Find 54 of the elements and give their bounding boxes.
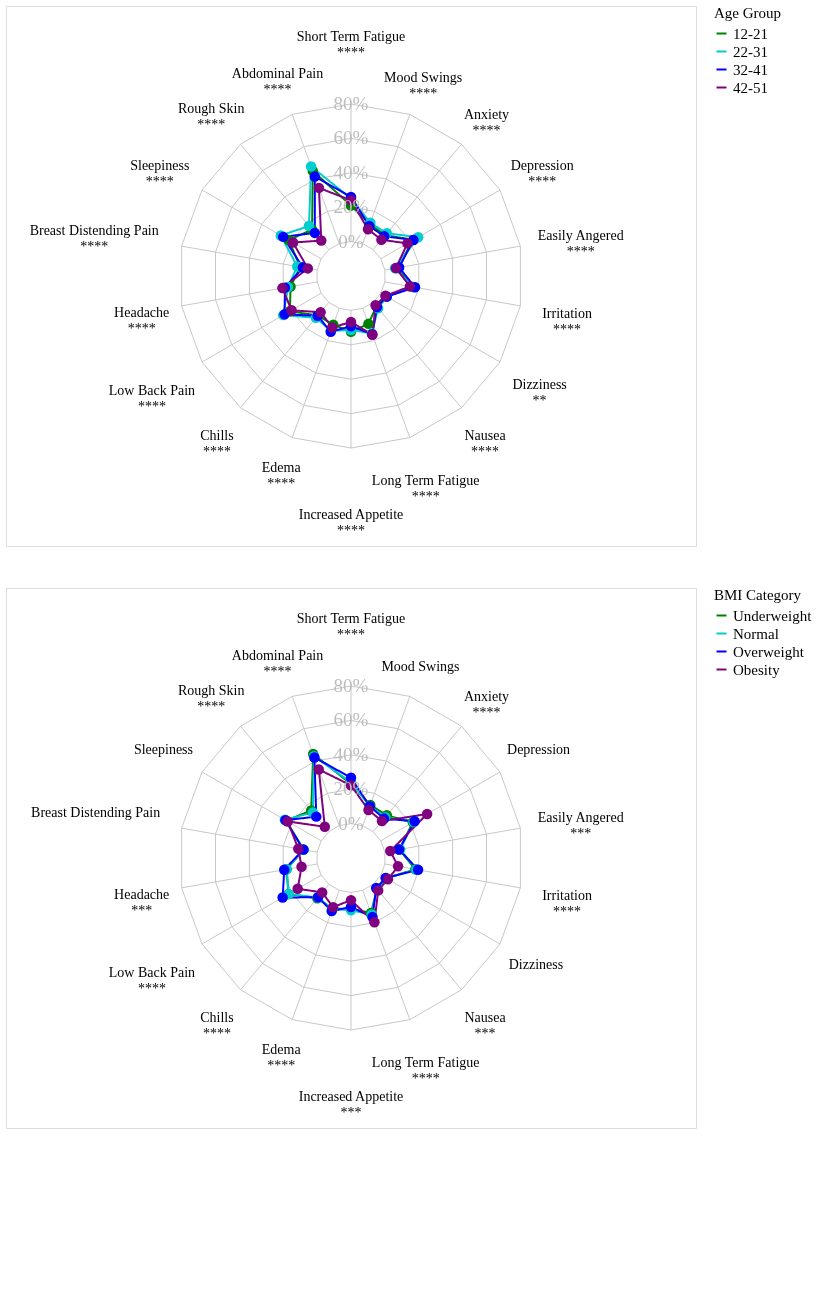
spoke-label: Low Back Pain **** xyxy=(108,382,196,414)
spoke-label: Abdominal Pain **** xyxy=(231,648,324,680)
spoke-label: Depression **** xyxy=(510,157,574,189)
spoke-label: Depression xyxy=(507,741,571,757)
spoke-label: Abdominal Pain **** xyxy=(231,66,324,98)
spoke-label: Chills **** xyxy=(200,427,234,459)
spoke-label: Sleepiness xyxy=(133,741,194,757)
legend-label: Underweight xyxy=(733,607,813,624)
legend-title: BMI Category xyxy=(714,587,802,603)
spoke-label: Edema **** xyxy=(261,459,302,491)
y-tick-label: 40% xyxy=(333,161,369,183)
spoke-label: Dizziness xyxy=(508,956,564,972)
spoke-label: Nausea *** xyxy=(464,1009,507,1041)
spoke-label: Nausea **** xyxy=(464,427,507,459)
spoke-label: Anxiety **** xyxy=(463,688,510,720)
y-tick-label: 60% xyxy=(333,127,369,149)
spoke-label: Increased Appetite **** xyxy=(298,507,404,538)
spoke-label: Chills **** xyxy=(200,1009,234,1041)
spoke-label: Sleepiness **** xyxy=(130,157,190,189)
legend-label: 12-21 xyxy=(733,25,768,42)
legend-label: 32-41 xyxy=(733,61,768,78)
spoke-label: Easily Angered **** xyxy=(537,227,624,259)
spoke-label: Increased Appetite *** xyxy=(298,1089,404,1120)
spoke-label: Breast Distending Pain **** xyxy=(29,222,159,254)
y-tick-label: 60% xyxy=(333,709,369,731)
spoke-label: Low Back Pain **** xyxy=(108,964,196,996)
y-tick-label: 80% xyxy=(333,93,369,114)
spoke-label: Breast Distending Pain xyxy=(31,804,161,820)
spoke-label: Long Term Fatigue **** xyxy=(371,473,480,505)
spoke-label: Short Term Fatigue **** xyxy=(296,611,406,642)
legend-label: 42-51 xyxy=(733,79,768,96)
spoke-label: Irritation **** xyxy=(542,888,592,920)
y-tick-label: 0% xyxy=(338,230,364,252)
y-tick-label: 0% xyxy=(338,812,364,834)
legend-label: Normal xyxy=(733,625,779,642)
spoke-label: Mood Swings **** xyxy=(384,69,463,101)
spoke-label: Mood Swings xyxy=(381,659,460,675)
spoke-label: Long Term Fatigue **** xyxy=(371,1055,480,1087)
spoke-label: Rough Skin **** xyxy=(177,683,245,715)
spoke-label: Headache **** xyxy=(114,304,170,336)
spoke-label: Rough Skin **** xyxy=(177,101,245,133)
spoke-label: Anxiety **** xyxy=(463,106,510,138)
spoke-label: Easily Angered *** xyxy=(537,809,624,841)
spoke-label: Short Term Fatigue **** xyxy=(296,29,406,60)
legend-label: 22-31 xyxy=(733,43,768,60)
legend-title: Age Group xyxy=(714,5,782,21)
spoke-label: Irritation **** xyxy=(542,306,592,338)
y-tick-label: 40% xyxy=(333,743,369,765)
y-tick-label: 80% xyxy=(333,675,369,696)
spoke-label: Dizziness ** xyxy=(512,376,567,408)
legend-label: Obesity xyxy=(733,661,781,678)
spoke-label: Edema **** xyxy=(261,1041,302,1073)
spoke-label: Headache *** xyxy=(114,886,170,918)
legend-label: Overweight xyxy=(733,643,805,660)
